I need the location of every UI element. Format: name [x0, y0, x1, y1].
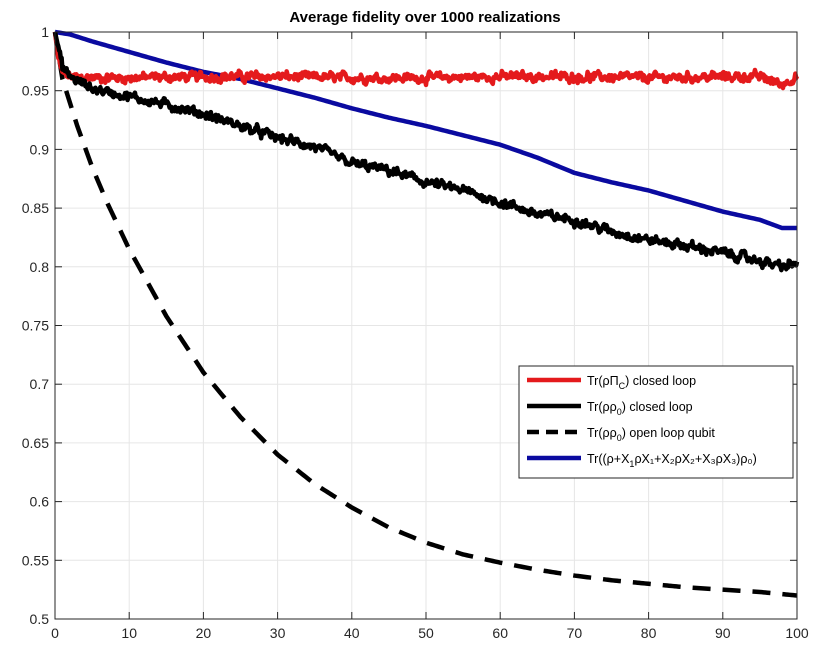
- y-tick-label: 1: [41, 24, 49, 40]
- x-tick-label: 40: [344, 625, 360, 641]
- y-tick-label: 0.7: [30, 376, 50, 392]
- x-tick-label: 30: [270, 625, 286, 641]
- x-tick-label: 50: [418, 625, 434, 641]
- y-tick-label: 0.6: [30, 494, 50, 510]
- x-tick-label: 10: [121, 625, 137, 641]
- y-tick-label: 0.75: [22, 318, 49, 334]
- y-tick-label: 0.95: [22, 83, 49, 99]
- x-tick-label: 60: [492, 625, 508, 641]
- x-tick-label: 80: [641, 625, 657, 641]
- chart-title: Average fidelity over 1000 realizations: [289, 9, 560, 26]
- x-tick-label: 100: [785, 625, 809, 641]
- y-tick-label: 0.8: [30, 259, 50, 275]
- y-tick-label: 0.55: [22, 552, 49, 568]
- y-tick-label: 0.5: [30, 611, 50, 627]
- x-tick-label: 20: [196, 625, 212, 641]
- x-tick-label: 70: [567, 625, 583, 641]
- y-tick-label: 0.85: [22, 200, 49, 216]
- y-tick-label: 0.9: [30, 141, 50, 157]
- y-tick-label: 0.65: [22, 435, 49, 451]
- x-tick-label: 0: [51, 625, 59, 641]
- x-tick-label: 90: [715, 625, 731, 641]
